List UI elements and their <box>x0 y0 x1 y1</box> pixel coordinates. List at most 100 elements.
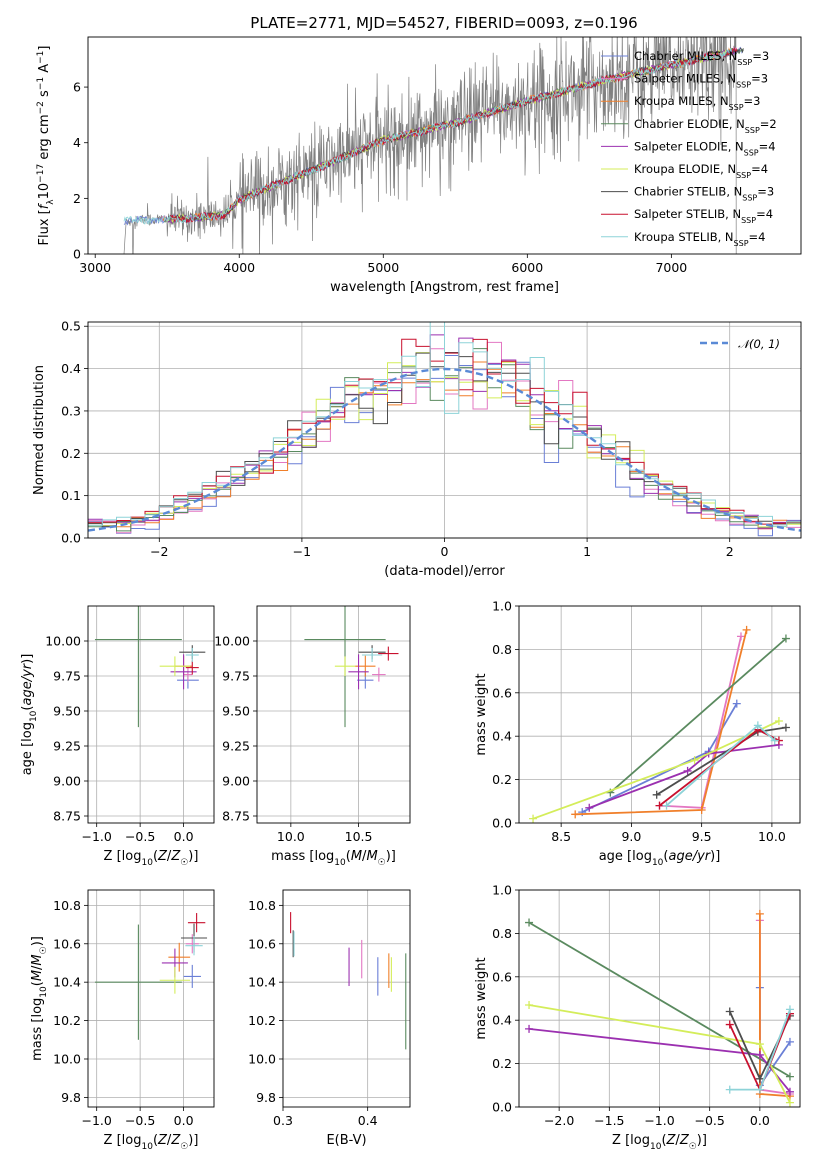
figure-title: PLATE=2771, MJD=54527, FIBERID=0093, z=0… <box>250 14 637 32</box>
label-part: Flux [ <box>37 209 52 245</box>
y-tick-label: 0.2 <box>492 1056 512 1071</box>
x-tick-label: −0.5 <box>125 829 155 844</box>
label-part: )] <box>20 654 35 664</box>
y-tick-label: 0.4 <box>492 1013 512 1028</box>
legend-nssp: =2 <box>760 117 777 131</box>
legend-entry: Salpeter STELIB, NSSP=4 <box>634 207 773 225</box>
legend-name: Kroupa MILES, N <box>634 94 729 108</box>
x-tick-label: 0.0 <box>174 1113 194 1128</box>
label-part: )] <box>188 1133 198 1148</box>
weight-marker <box>755 1074 764 1083</box>
weight-marker <box>736 632 745 641</box>
weight-line-1 <box>659 636 742 809</box>
x-tick-label: −1.5 <box>594 1113 624 1128</box>
label-part: f <box>37 202 52 209</box>
label-part: / <box>30 965 45 970</box>
panel-age-Z: −1.0 −0.5 0.0 8.75 9.00 9.25 9.50 9.75 10.00 Z [l… <box>20 605 215 868</box>
panel-spectrum: 3000 4000 5000 6000 7000 0 2 4 6 wavelength [Angs… <box>36 36 802 295</box>
weight-marker <box>755 909 764 918</box>
legend-nssp: =4 <box>751 162 768 176</box>
legend-name: Chabrier ELODIE, N <box>634 117 745 131</box>
legend-name: Chabrier MILES, N <box>634 49 737 63</box>
weight-marker <box>655 801 664 810</box>
y-tick-label: 9.25 <box>53 739 81 754</box>
y-tick-label: 6 <box>73 80 81 95</box>
plot-area <box>290 912 407 1050</box>
x-tick-label: 0.4 <box>358 1113 378 1128</box>
y-tick-label: 0.8 <box>492 642 512 657</box>
legend-nssp: =3 <box>751 72 768 86</box>
label-part: Z [log <box>612 1133 650 1148</box>
label-part: Z [log <box>104 849 142 864</box>
legend-name: Salpeter STELIB, N <box>634 207 741 221</box>
legend-nssp: =3 <box>757 185 774 199</box>
y-tick-label: 0.4 <box>492 729 512 744</box>
weight-marker <box>732 699 741 708</box>
weight-marker <box>785 1037 794 1046</box>
label-part: )] <box>188 849 198 864</box>
x-tick-label: 4000 <box>223 260 255 275</box>
label-part: ( <box>20 706 35 711</box>
plot-area <box>94 913 208 1040</box>
panel-weight-age: 8.5 9.0 9.5 10.0 0.0 0.2 0.4 0.6 0.8 1.0 age [log1… <box>474 599 801 868</box>
y-tick-label: 10.00 <box>45 634 81 649</box>
label-part: age/yr <box>668 849 711 864</box>
panel-mass-ebv: 0.3 0.4 9.8 10.0 10.2 10.4 10.6 10.8 E(B-V) <box>248 889 411 1148</box>
x-axis-label: Z [log10(Z/Z☉)] <box>104 849 199 868</box>
x-axis-label: mass [log10(M/M☉)] <box>271 849 396 868</box>
label-part: −1 <box>36 77 46 90</box>
legend-entry: Chabrier ELODIE, NSSP=2 <box>634 117 777 135</box>
weight-marker <box>525 1001 534 1010</box>
axes-frame <box>87 321 802 539</box>
weight-marker <box>690 756 699 765</box>
label-part: )] <box>386 849 396 864</box>
label-part: ( <box>30 981 45 986</box>
label-part: Z <box>157 1133 168 1148</box>
label-part: )] <box>30 936 45 946</box>
panel-residuals: −2 −1 0 1 2 0.0 0.1 0.2 0.3 0.4 0.5 (data-model)/er… <box>32 319 802 579</box>
y-tick-label: 4 <box>73 135 81 150</box>
label-part: Z <box>666 1133 677 1148</box>
legend-name: Salpeter MILES, N <box>634 72 736 86</box>
label-part: mass [log <box>30 998 45 1061</box>
weight-marker <box>755 1085 764 1094</box>
legend-entry: Salpeter ELODIE, NSSP=4 <box>634 139 776 157</box>
y-tick-label: 0.0 <box>492 1100 512 1115</box>
y-tick-label: 10.8 <box>248 898 276 913</box>
label-part: Z <box>170 849 181 864</box>
y-tick-label: 0.2 <box>492 772 512 787</box>
label-part: M <box>30 970 45 981</box>
x-tick-label: 6000 <box>511 260 543 275</box>
legend-name: Salpeter ELODIE, N <box>634 139 744 153</box>
label-part: ☉ <box>378 858 386 868</box>
y-tick-label: 0.4 <box>61 361 81 376</box>
label-part: Z <box>157 849 168 864</box>
weight-marker <box>725 1007 734 1016</box>
x-tick-label: −1 <box>293 544 311 559</box>
weight-marker <box>662 801 671 810</box>
label-part: s <box>37 90 52 101</box>
label-part: ( <box>661 1133 666 1148</box>
label-part: ☉ <box>39 946 49 954</box>
label-part: ( <box>346 849 351 864</box>
label-part: −2 <box>36 101 46 114</box>
axes-frame <box>87 605 215 824</box>
y-tick-label: 10.4 <box>53 975 81 990</box>
y-tick-label: 0.0 <box>492 816 512 831</box>
legend-sub: SSP <box>741 216 756 225</box>
x-tick-label: −1.0 <box>82 829 112 844</box>
x-tick-label: 0.0 <box>750 1113 770 1128</box>
label-part: / <box>167 849 172 864</box>
x-tick-label: 9.0 <box>621 829 641 844</box>
x-tick-label: 3000 <box>79 260 111 275</box>
y-tick-label: 10.6 <box>53 936 81 951</box>
panel-mass-Z: −1.0 −0.5 0.0 9.8 10.0 10.2 10.4 10.6 10.8 Z [log… <box>30 889 215 1152</box>
y-tick-label: 9.75 <box>53 669 81 684</box>
x-tick-label: 10.0 <box>277 829 305 844</box>
x-tick-label: 5000 <box>367 260 399 275</box>
weight-marker <box>785 1072 794 1081</box>
y-tick-label: 9.8 <box>256 1090 276 1105</box>
x-tick-label: 2 <box>726 544 734 559</box>
legend-sub: SSP <box>736 171 751 180</box>
x-axis-label: E(B-V) <box>326 1133 366 1148</box>
